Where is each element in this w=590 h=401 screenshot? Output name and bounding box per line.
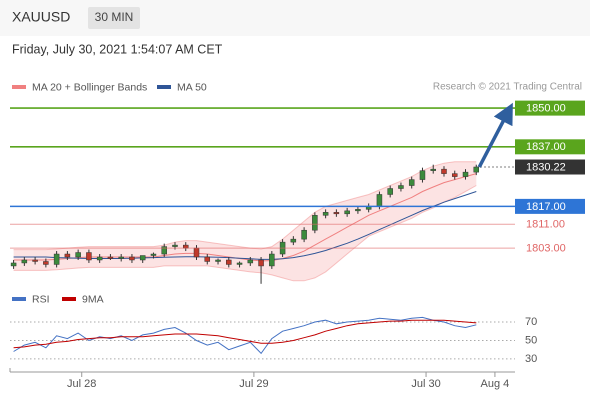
candle-body: [258, 259, 264, 267]
candle-body: [322, 212, 329, 216]
level-label: 1811.00: [526, 219, 565, 231]
level-label: 1803.00: [526, 242, 566, 254]
candle-body: [269, 253, 275, 267]
legend-label: MA 20 + Bollinger Bands: [32, 81, 147, 93]
candle-body: [204, 256, 211, 262]
bollinger-band: [13, 161, 477, 281]
legend-label: RSI: [32, 293, 50, 305]
symbol: XAUUSD: [12, 9, 70, 25]
candle-body: [129, 256, 135, 261]
bollinger-lower: [13, 185, 477, 282]
candle-body: [344, 210, 350, 215]
candle-body: [408, 179, 415, 186]
legend-swatch: [157, 85, 171, 89]
candle-body: [247, 259, 254, 264]
level-box: [515, 139, 585, 155]
candle-body: [473, 166, 480, 173]
level-box: [515, 100, 585, 116]
candle-body: [376, 194, 383, 207]
candle-body: [290, 238, 297, 243]
y-tick-label: 70: [525, 316, 537, 328]
candle-body: [312, 215, 318, 231]
candle-body: [193, 247, 200, 258]
target-arrow: [477, 102, 513, 168]
candle-body: [236, 262, 243, 265]
bollinger-upper: [13, 161, 477, 251]
candle-body: [430, 168, 436, 171]
candle-body: [441, 168, 447, 174]
level-box: [515, 198, 585, 214]
candle-body: [118, 256, 124, 259]
y-tick-label: 50: [525, 334, 537, 346]
level-box: [515, 159, 585, 175]
legend-label: MA 50: [177, 81, 207, 93]
candle-body: [398, 185, 404, 189]
candle-body: [21, 259, 28, 264]
candle-body: [451, 173, 458, 177]
x-tick-label: Jul 28: [67, 378, 96, 390]
candle-body: [139, 255, 146, 261]
candle-body: [107, 256, 114, 259]
candle-body: [150, 253, 157, 256]
candle-body: [172, 244, 178, 247]
source: Research © 2021 Trading Central: [433, 82, 582, 93]
legend-swatch: [62, 297, 76, 301]
candle-body: [161, 246, 167, 255]
candle-body: [226, 259, 232, 265]
candle-body: [64, 253, 71, 258]
y-tick-label: 30: [525, 353, 537, 365]
x-tick-label: Aug 4: [481, 378, 510, 390]
candle-body: [96, 256, 103, 261]
level-label: 1837.00: [526, 141, 566, 153]
candle-body: [301, 229, 307, 240]
interval[interactable]: 30 MIN: [95, 10, 134, 24]
rsi-line: [13, 316, 477, 355]
level-label: 1817.00: [526, 201, 566, 213]
candle-body: [419, 170, 426, 180]
candle-body: [462, 171, 469, 177]
candle-body: [75, 252, 81, 258]
interval-button[interactable]: [88, 7, 140, 29]
rsi-line: [13, 319, 477, 349]
candle-body: [53, 253, 60, 265]
timestamp: Friday, July 30, 2021 1:54:07 AM CET: [12, 42, 223, 56]
candle-body: [43, 261, 49, 265]
candle-body: [86, 252, 92, 261]
candle-body: [355, 209, 361, 212]
legend-swatch: [12, 85, 26, 89]
candle-body: [32, 259, 38, 262]
level-label: 1850.00: [526, 103, 566, 115]
level-label: 1830.22: [526, 161, 566, 173]
legend-swatch: [12, 297, 26, 301]
x-tick-label: Jul 29: [239, 378, 268, 390]
candle-body: [10, 262, 17, 267]
candle-body: [215, 259, 221, 262]
candle-body: [387, 188, 393, 195]
candle-body: [333, 212, 340, 215]
x-tick-label: Jul 30: [411, 378, 440, 390]
legend-label: 9MA: [82, 293, 104, 305]
